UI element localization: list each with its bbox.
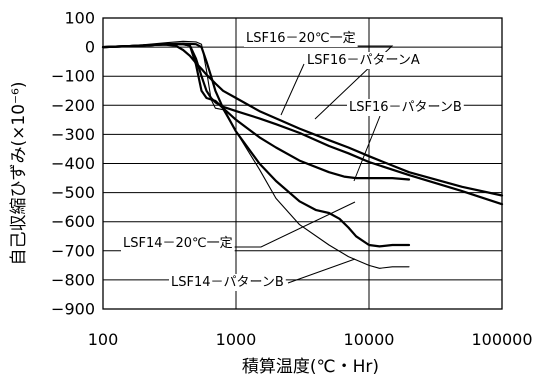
annotation: LSF16－パターンA (280, 52, 422, 116)
y-tick-label: 100 (64, 9, 95, 28)
annotation-label: LSF16－パターンB (349, 100, 462, 115)
annotation: LSF14－20℃一定 (121, 201, 356, 252)
x-tick-label: 100000 (471, 330, 532, 349)
annotation-label: LSF14－パターンB (171, 275, 284, 290)
y-tick-label: −900 (51, 300, 95, 319)
annotation-background (121, 235, 235, 252)
annotation: LSF14－パターンB (169, 258, 356, 291)
annotation-background (347, 99, 464, 116)
annotation-background (169, 274, 286, 291)
series-lines (101, 40, 504, 269)
annotation-leader (232, 201, 356, 248)
plot-frame (102, 17, 503, 310)
annotation-leader (280, 63, 305, 116)
annotation-label: LSF16－20℃一定 (246, 31, 356, 46)
annotation-background (244, 30, 358, 47)
x-tick-label: 100 (88, 330, 119, 349)
annotation-leader (353, 115, 381, 182)
y-tick-label: −600 (51, 212, 95, 231)
y-tick-label: −700 (51, 241, 95, 260)
y-tick-label: −800 (51, 270, 95, 289)
series-line (101, 42, 411, 248)
tick-labels: 1000−100−200−300−400−500−600−700−800−900… (51, 9, 532, 350)
y-tick-label: −300 (51, 125, 95, 144)
annotation-label: LSF14－20℃一定 (123, 236, 233, 251)
y-tick-label: −500 (51, 183, 95, 202)
grid-lines (102, 17, 503, 310)
x-axis-title: 積算温度(℃・Hr) (242, 357, 379, 377)
y-tick-label: −400 (51, 154, 95, 173)
y-tick-label: 0 (85, 38, 95, 57)
annotation: LSF16－20℃一定 (244, 30, 394, 120)
y-tick-label: −100 (51, 67, 95, 86)
x-tick-label: 1000 (216, 330, 257, 349)
annotation: LSF16－パターンB (347, 99, 464, 182)
y-tick-label: −200 (51, 96, 95, 115)
y-axis-title: 自己収縮ひずみ(×10⁻⁶) (9, 82, 29, 266)
annotation-leader (287, 258, 356, 284)
annotation-background (305, 52, 422, 69)
series-line (102, 40, 410, 269)
x-tick-label: 10000 (344, 330, 395, 349)
annotations: LSF16－20℃一定 LSF16－パターンA LSF16－パターンB LSF14－2… (121, 30, 464, 291)
annotation-label: LSF16－パターンA (307, 53, 420, 68)
